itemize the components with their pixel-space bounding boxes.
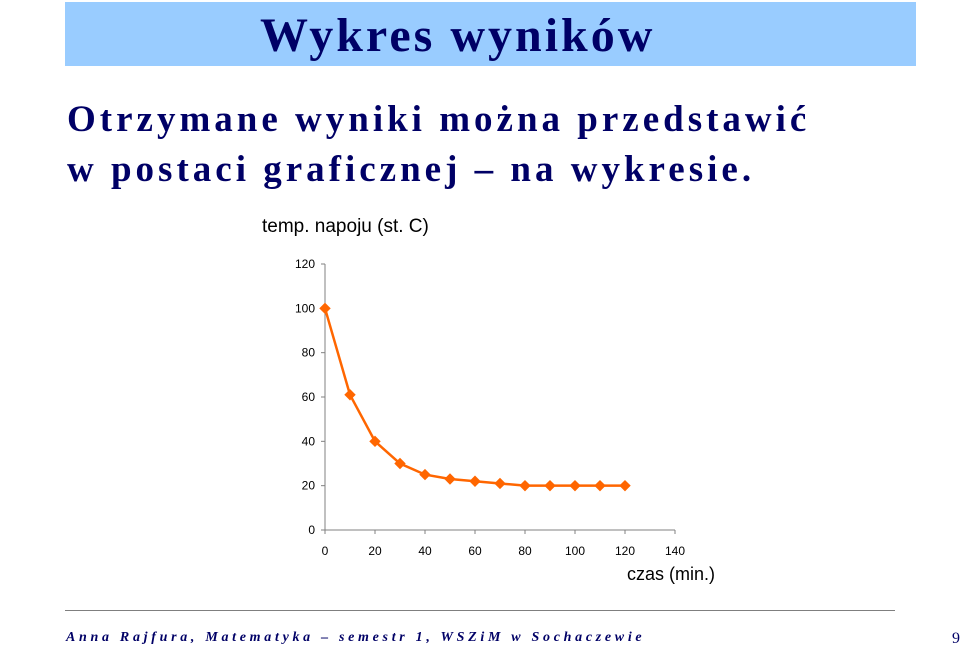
x-axis-label: czas (min.) <box>627 564 715 584</box>
body-text-line-1: Otrzymane wyniki można przedstawić <box>67 99 811 140</box>
x-tick-label: 20 <box>368 544 382 558</box>
data-point-marker <box>419 468 431 481</box>
y-tick-label: 60 <box>302 390 316 404</box>
slide-title: Wykres wyników <box>260 9 656 62</box>
x-tick-label: 60 <box>468 544 482 558</box>
y-tick-label: 100 <box>295 301 315 315</box>
y-tick-label: 40 <box>302 434 316 448</box>
y-tick-label: 120 <box>295 257 315 271</box>
x-tick-label: 120 <box>615 544 635 558</box>
data-point-marker <box>494 477 506 490</box>
data-point-marker <box>619 479 631 492</box>
data-point-marker <box>519 479 531 492</box>
data-point-marker <box>319 302 331 315</box>
x-tick-label: 80 <box>518 544 532 558</box>
data-point-marker <box>394 457 406 470</box>
footer-divider <box>65 610 895 611</box>
data-point-marker <box>594 479 606 492</box>
line-chart: temp. napoju (st. C) 0 20 40 60 80 100 120 0 20 40… <box>262 216 715 584</box>
page-number: 9 <box>952 630 960 647</box>
y-tick-label: 20 <box>302 479 316 493</box>
data-point-marker <box>369 435 381 448</box>
body-text-line-2: w postaci graficznej – na wykresie. <box>67 149 756 190</box>
data-point-marker <box>544 479 556 492</box>
x-tick-label: 100 <box>565 544 585 558</box>
data-point-marker <box>444 473 456 485</box>
data-point-marker <box>344 389 356 401</box>
y-tick-label: 80 <box>302 346 316 360</box>
data-point-marker <box>569 479 581 492</box>
y-axis-label: temp. napoju (st. C) <box>262 216 429 237</box>
y-tick-label: 0 <box>308 523 315 537</box>
x-tick-label: 140 <box>665 544 685 558</box>
series-line <box>323 307 625 487</box>
x-tick-label: 0 <box>322 544 329 558</box>
footer-text: Anna Rajfura, Matematyka – semestr 1, WS… <box>66 630 646 645</box>
data-point-marker <box>469 475 481 487</box>
title-bar: Wykres wyników <box>65 2 916 66</box>
x-tick-label: 40 <box>418 544 432 558</box>
